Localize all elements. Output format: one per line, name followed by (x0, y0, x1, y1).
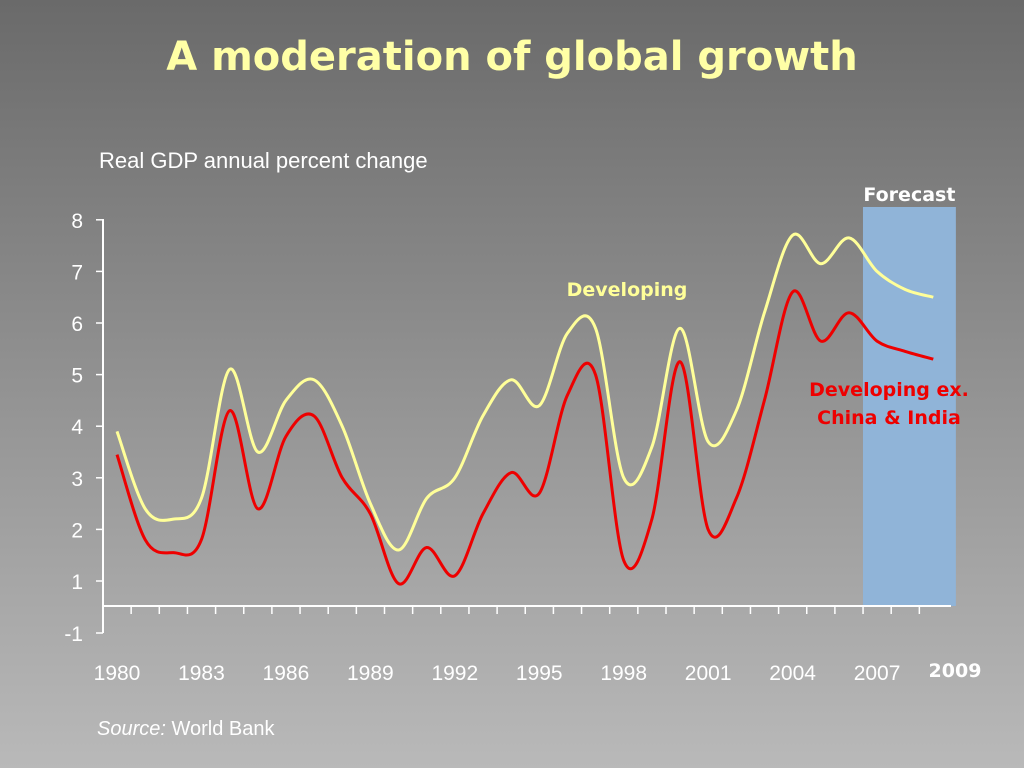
source-note: Source: World Bank (97, 718, 275, 741)
x-tick-label-2009: 2009 (929, 660, 982, 682)
y-tick-label: 1 (71, 571, 83, 594)
series-label-developing-ex-line2: China & India (817, 407, 961, 429)
series-label-developing: Developing (567, 279, 688, 301)
y-tick-label: 8 (71, 210, 83, 233)
y-axis-label: Real GDP annual percent change (99, 148, 428, 173)
axes (102, 219, 951, 633)
x-tick-label: 1995 (516, 662, 563, 685)
x-tick-label: 1983 (178, 662, 225, 685)
x-tick-label: 1989 (347, 662, 394, 685)
series-label-developing-ex-line1: Developing ex. (809, 379, 969, 401)
source-label: Source: (97, 718, 166, 740)
x-tick-label: 1992 (431, 662, 478, 685)
x-tick-label: 2001 (685, 662, 732, 685)
x-tick-label: 1980 (94, 662, 141, 685)
x-tick-label: 1998 (600, 662, 647, 685)
source-value: World Bank (171, 718, 275, 740)
x-tick-label: 2007 (854, 662, 901, 685)
y-tick-label: 5 (71, 365, 83, 388)
forecast-label: Forecast (863, 184, 955, 206)
y-tick-label: 3 (71, 468, 83, 491)
y-tick-label: 7 (71, 261, 83, 284)
y-tick-label: 4 (71, 416, 83, 439)
x-tick-label: 1986 (263, 662, 310, 685)
x-axis-ticks: 1980 1983 1986 1989 1992 1995 1998 2001 2004 2007… (94, 660, 982, 685)
x-tick-label: 2004 (769, 662, 816, 685)
slide-title: A moderation of global growth (166, 34, 858, 80)
y-tick-label: 6 (71, 313, 83, 336)
y-axis-ticks: 8 7 6 5 4 3 2 1 -1 (64, 210, 103, 646)
y-tick-label: -1 (64, 623, 83, 646)
y-tick-label: 2 (71, 519, 83, 542)
series-line-developing (115, 232, 934, 552)
series-line-developing-ex (115, 289, 934, 586)
